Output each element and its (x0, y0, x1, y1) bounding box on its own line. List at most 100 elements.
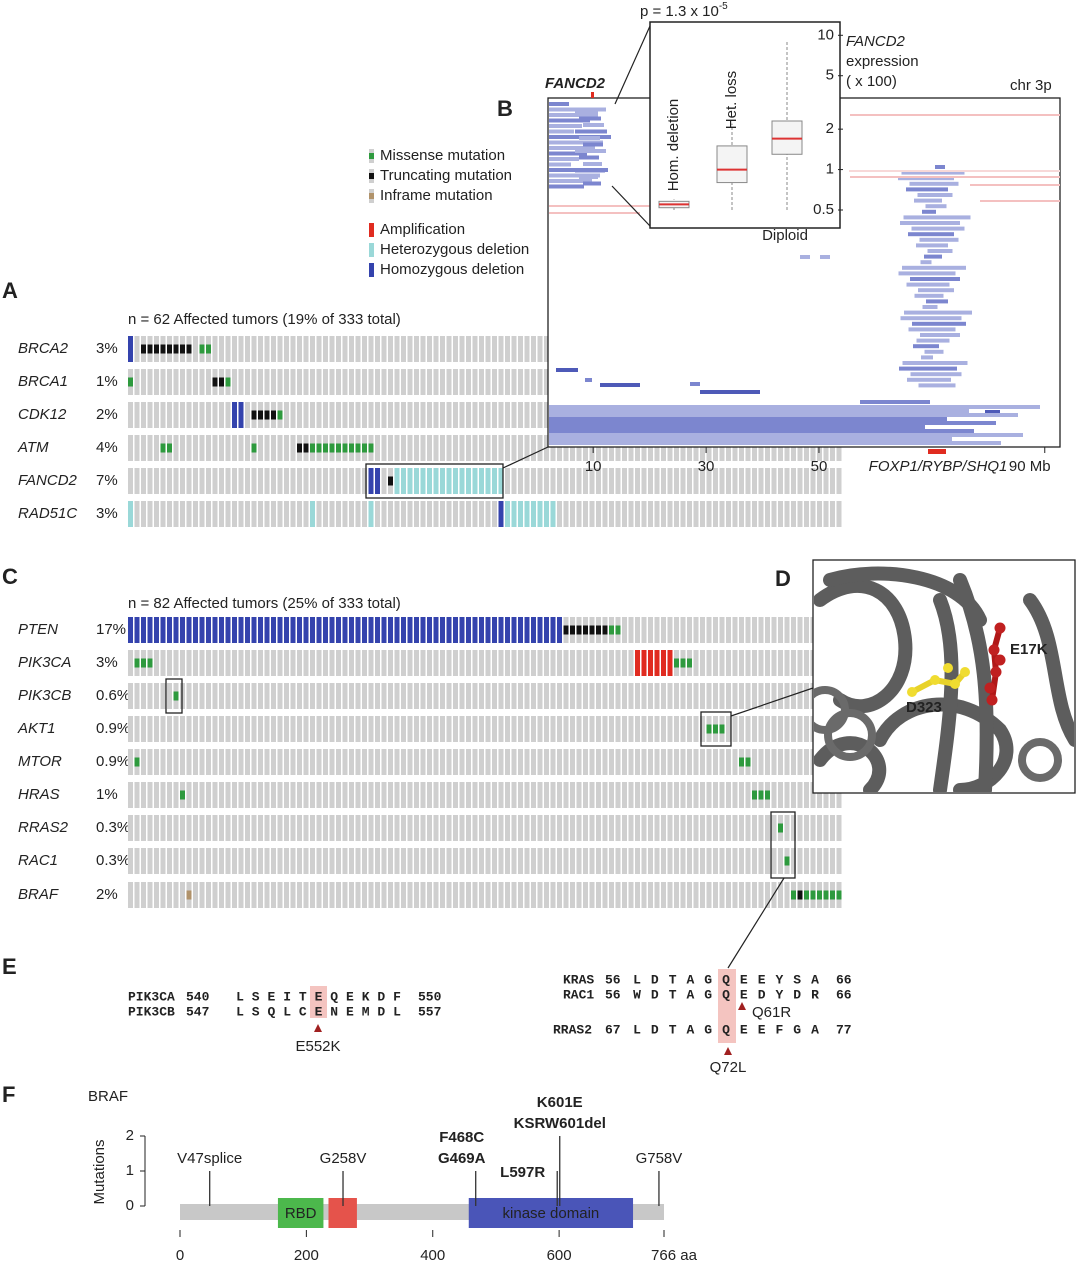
tumor-cell (251, 815, 257, 841)
tumor-cell (472, 336, 478, 362)
tumor-cell (199, 749, 205, 775)
gene-label: PIK3CA (18, 654, 71, 671)
tumor-cell (219, 617, 224, 643)
tumor-cell (771, 683, 777, 709)
tumor-cell (193, 683, 198, 709)
tumor-cell (557, 749, 562, 775)
tumor-cell (427, 882, 432, 908)
tumor-cell (167, 501, 172, 527)
tumor-cell (193, 815, 198, 841)
tumor-cell (648, 815, 653, 841)
domain (277, 1198, 324, 1228)
tumor-cell (128, 435, 133, 461)
tumor-cell (505, 882, 510, 908)
tumor-cell (446, 815, 452, 841)
tumor-cell (479, 369, 484, 395)
tumor-cell (271, 782, 276, 808)
tumor-cell (134, 716, 140, 742)
tumor-cell (277, 617, 283, 643)
tumor-cell (784, 716, 790, 742)
tumor-cell (570, 468, 575, 494)
tumor-cell (641, 501, 647, 527)
cnv-segment (850, 114, 1060, 116)
tumor-cell (323, 815, 328, 841)
tumor-cell (537, 650, 543, 676)
tumor-cell (232, 882, 237, 908)
tumor-cell (635, 617, 640, 643)
tumor-cell (154, 650, 159, 676)
cnv-segment (926, 299, 948, 304)
atom (907, 687, 917, 697)
tumor-cell (706, 650, 712, 676)
tumor-cell (433, 749, 439, 775)
tumor-cell (602, 882, 608, 908)
tumor-cell (141, 501, 146, 527)
mutation-mark (778, 823, 783, 833)
tumor-cell (336, 617, 341, 643)
group-label: Diploid (762, 227, 808, 244)
tumor-cell (427, 683, 432, 709)
tumor-cell (745, 617, 751, 643)
tumor-cell (225, 501, 231, 527)
sequence: LDTAGQEEFGA (633, 1022, 829, 1037)
mutation-mark (745, 757, 751, 767)
x-tick-label: 10 (585, 458, 602, 475)
cnv-segment (549, 140, 603, 145)
tumor-cell (498, 435, 504, 461)
tumor-cell (141, 683, 146, 709)
tumor-cell (219, 336, 224, 362)
tumor-cell (193, 716, 198, 742)
tumor-cell (271, 501, 276, 527)
tumor-cell (303, 683, 309, 709)
tumor-cell (765, 716, 770, 742)
tumor-cell (420, 435, 426, 461)
tumor-cell (290, 782, 296, 808)
tumor-cell (596, 716, 601, 742)
tumor-cell (232, 369, 237, 395)
tumor-cell (375, 683, 380, 709)
tumor-cell (329, 882, 335, 908)
tumor-cell (648, 468, 653, 494)
mutation-mark (823, 890, 829, 900)
tumor-cell (479, 617, 484, 643)
mutation-mark (336, 443, 341, 453)
tumor-cell (797, 650, 803, 676)
tumor-cell (180, 402, 185, 428)
tumor-cell (784, 882, 790, 908)
atom (960, 667, 970, 677)
tumor-cell (219, 468, 224, 494)
tumor-cell (141, 848, 146, 874)
tumor-cell (498, 617, 504, 643)
tumor-cell (427, 617, 432, 643)
connector (727, 877, 785, 969)
tumor-cell (472, 617, 478, 643)
tumor-cell (563, 683, 569, 709)
tumor-cell (778, 501, 783, 527)
tumor-cell (381, 749, 387, 775)
tumor-cell (245, 749, 250, 775)
tumor-cell (173, 501, 179, 527)
tumor-cell (680, 468, 686, 494)
tumor-cell (258, 782, 263, 808)
tumor-cell (381, 716, 387, 742)
tumor-cell (479, 336, 484, 362)
tumor-cell (368, 683, 374, 709)
tumor-cell (596, 848, 601, 874)
tumor-cell (310, 336, 315, 362)
panel-label: D (775, 566, 791, 591)
gene-percent: 2% (96, 406, 118, 423)
tumor-cell (173, 882, 179, 908)
tumor-cell (511, 501, 517, 527)
tumor-cell (596, 683, 601, 709)
tumor-cell (745, 468, 751, 494)
tumor-cell (719, 468, 725, 494)
legend-swatch (369, 263, 374, 277)
tumor-cell (628, 782, 634, 808)
tumor-cell (271, 683, 276, 709)
tumor-cell (544, 815, 549, 841)
tumor-cell (258, 435, 263, 461)
tumor-cell (232, 501, 237, 527)
tumor-cell (583, 683, 588, 709)
tumor-cell (414, 617, 419, 643)
tumor-cell (394, 501, 400, 527)
